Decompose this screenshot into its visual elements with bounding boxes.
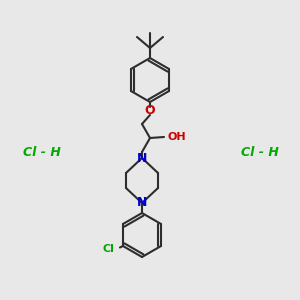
Text: OH: OH	[167, 132, 186, 142]
Text: Cl: Cl	[102, 244, 114, 254]
Text: N: N	[137, 196, 147, 209]
Text: Cl - H: Cl - H	[23, 146, 61, 158]
Text: O: O	[145, 104, 155, 118]
Text: N: N	[137, 152, 147, 164]
Text: Cl - H: Cl - H	[241, 146, 279, 158]
